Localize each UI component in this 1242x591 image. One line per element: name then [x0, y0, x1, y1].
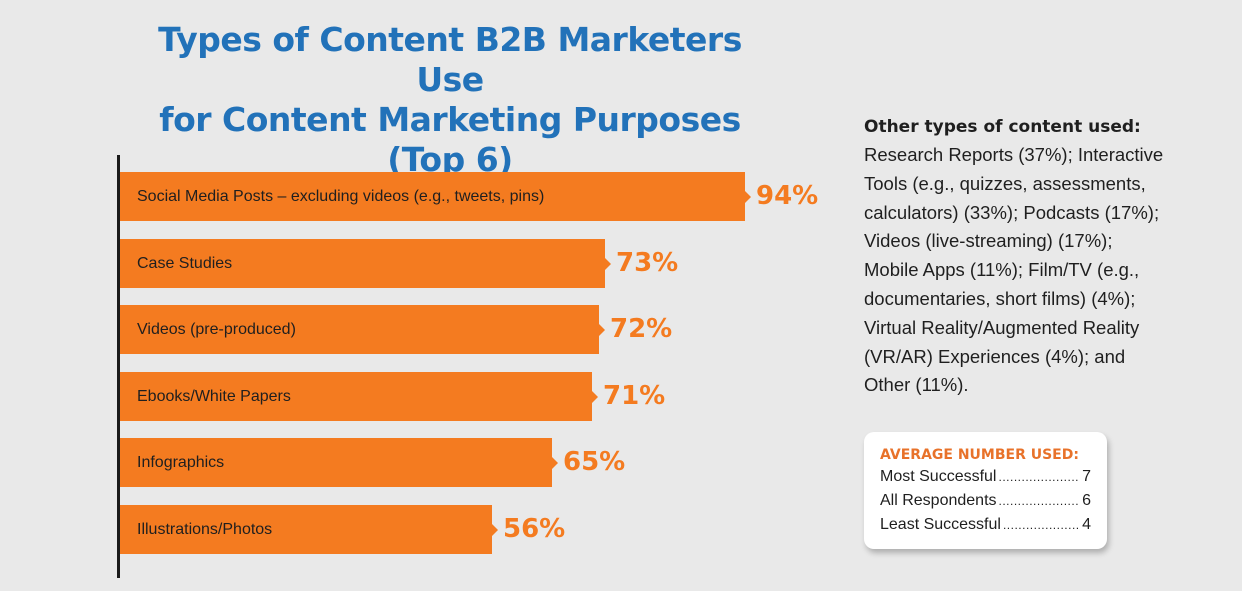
bar: Ebooks/White Papers	[120, 372, 598, 421]
bar-notch	[492, 523, 498, 536]
average-row-value: 7	[1082, 468, 1091, 485]
bar-category-label: Infographics	[137, 454, 225, 471]
average-heading: AVERAGE NUMBER USED:	[880, 447, 1079, 463]
bar-value-label: 56%	[503, 514, 566, 544]
other-content-heading: Other types of content used:	[864, 117, 1141, 137]
average-row-most-successful: Most Successful ........................…	[880, 465, 1091, 489]
bar: Social Media Posts – excluding videos (e…	[120, 172, 751, 221]
bar: Illustrations/Photos	[120, 505, 498, 554]
leader-dots: ........................................…	[998, 494, 1079, 508]
title-line-2: for Content Marketing Purposes	[159, 100, 741, 139]
bar-value-label: 94%	[756, 181, 819, 211]
bar-notch	[605, 257, 611, 270]
other-content-text: Research Reports (37%); Interactive Tool…	[864, 144, 1164, 396]
average-row-label: Most Successful	[880, 468, 997, 485]
average-row-least-successful: Least Successful .......................…	[880, 513, 1091, 537]
average-row-all-respondents: All Respondents ........................…	[880, 489, 1091, 513]
bar-notch	[745, 190, 751, 203]
average-row-value: 6	[1082, 492, 1091, 509]
bar-value-label: 65%	[563, 447, 626, 477]
average-row-value: 4	[1082, 516, 1091, 533]
bar-category-label: Social Media Posts – excluding videos (e…	[137, 188, 545, 205]
title-line-1: Types of Content B2B Marketers Use	[158, 20, 742, 99]
leader-dots: ........................................…	[998, 470, 1079, 484]
bar-category-label: Illustrations/Photos	[137, 521, 273, 538]
bar: Videos (pre-produced)	[120, 305, 605, 354]
bar-notch	[592, 390, 598, 403]
bar-category-label: Videos (pre-produced)	[137, 321, 296, 338]
bar: Infographics	[120, 438, 558, 487]
average-number-box: AVERAGE NUMBER USED: Most Successful ...…	[864, 432, 1107, 549]
bar-category-label: Ebooks/White Papers	[137, 388, 291, 405]
y-axis-line	[117, 155, 120, 578]
bar-notch	[552, 456, 558, 469]
bar: Case Studies	[120, 239, 611, 288]
bar-value-label: 72%	[610, 314, 673, 344]
chart-title: Types of Content B2B Marketers Use for C…	[120, 20, 780, 180]
other-content-panel: Other types of content used: Research Re…	[864, 113, 1164, 400]
average-row-label: Least Successful	[880, 516, 1001, 533]
bar-value-label: 71%	[603, 381, 666, 411]
leader-dots: ........................................…	[1002, 518, 1078, 532]
bar-notch	[599, 323, 605, 336]
average-row-label: All Respondents	[880, 492, 997, 509]
bar-value-label: 73%	[616, 248, 679, 278]
bar-category-label: Case Studies	[137, 255, 233, 272]
